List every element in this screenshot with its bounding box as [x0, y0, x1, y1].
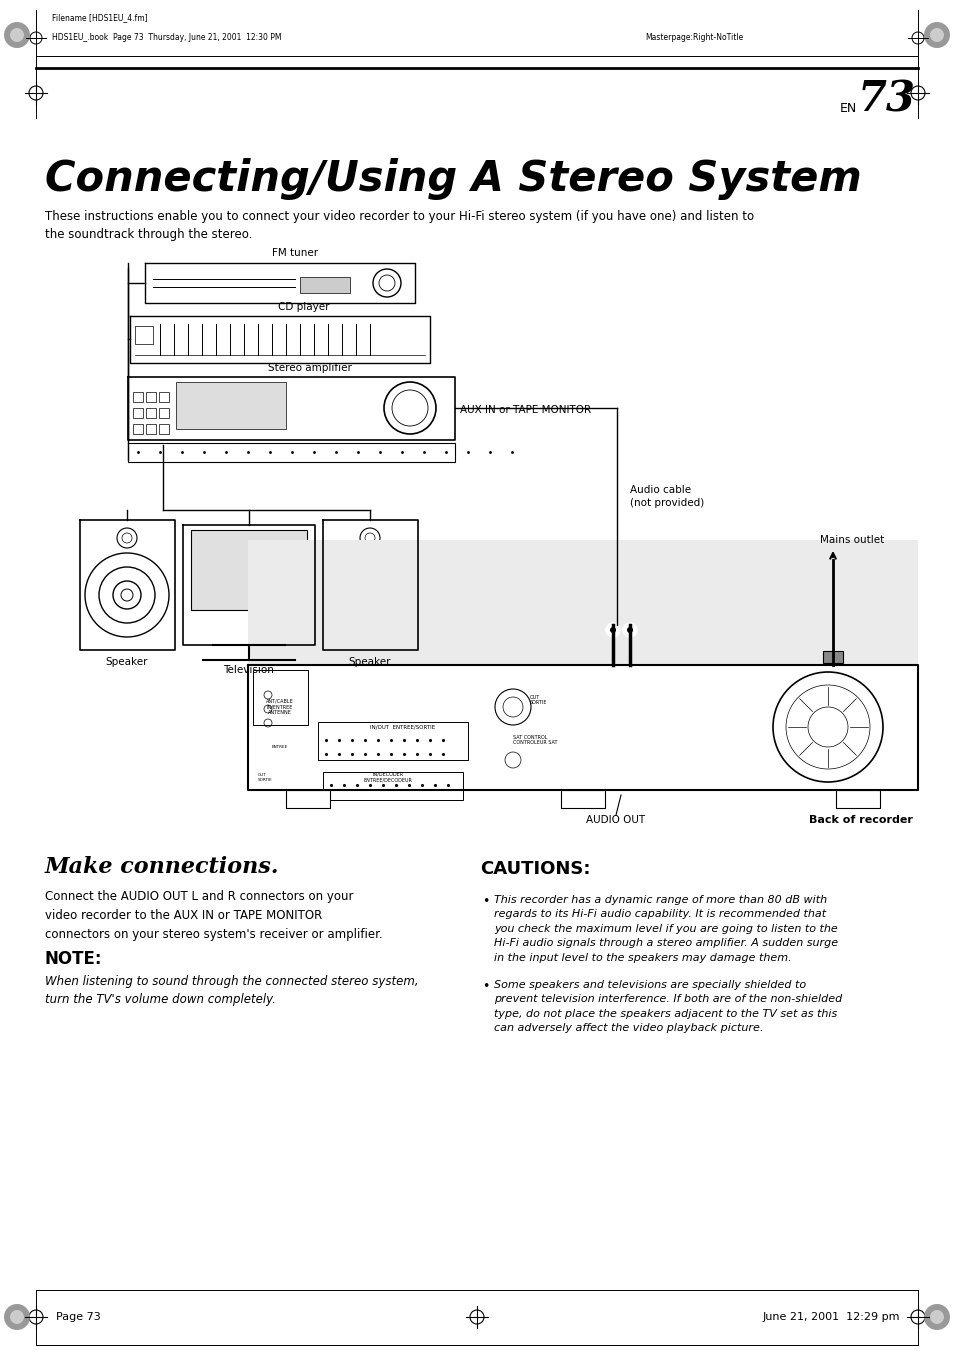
FancyBboxPatch shape: [317, 721, 468, 761]
Text: CAUTIONS:: CAUTIONS:: [479, 861, 590, 878]
Text: AUX IN or TAPE MONITOR: AUX IN or TAPE MONITOR: [459, 405, 591, 415]
Text: NOTE:: NOTE:: [45, 950, 102, 969]
Circle shape: [622, 623, 637, 638]
Text: Some speakers and televisions are specially shielded to
prevent television inter: Some speakers and televisions are specia…: [494, 979, 841, 1034]
Text: HDS1EU_.book  Page 73  Thursday, June 21, 2001  12:30 PM: HDS1EU_.book Page 73 Thursday, June 21, …: [52, 34, 281, 42]
FancyBboxPatch shape: [299, 277, 350, 293]
Text: CD player: CD player: [278, 303, 330, 312]
Circle shape: [4, 1304, 30, 1329]
Text: FM tuner: FM tuner: [272, 249, 317, 258]
FancyBboxPatch shape: [159, 408, 169, 417]
Text: Speaker: Speaker: [106, 657, 148, 667]
Text: ANT/CABLE
IN/ENTREE
ANTENNE: ANT/CABLE IN/ENTREE ANTENNE: [266, 698, 294, 715]
Circle shape: [929, 28, 943, 42]
Text: IN/DECODER
ENTREE/DECODEUR: IN/DECODER ENTREE/DECODEUR: [363, 771, 412, 782]
FancyBboxPatch shape: [146, 392, 156, 403]
Circle shape: [923, 22, 949, 49]
Text: AUDIO OUT: AUDIO OUT: [586, 815, 645, 825]
Text: Speaker: Speaker: [349, 657, 391, 667]
FancyBboxPatch shape: [323, 771, 462, 800]
Circle shape: [10, 1310, 24, 1324]
FancyBboxPatch shape: [175, 382, 286, 430]
Text: •: •: [481, 979, 489, 993]
Text: This recorder has a dynamic range of more than 80 dB with
regards to its Hi-Fi a: This recorder has a dynamic range of mor…: [494, 894, 838, 963]
Text: Audio cable
(not provided): Audio cable (not provided): [629, 485, 703, 508]
FancyBboxPatch shape: [135, 326, 152, 345]
Text: Connecting/Using A Stereo System: Connecting/Using A Stereo System: [45, 158, 861, 200]
FancyBboxPatch shape: [132, 424, 143, 434]
Text: •: •: [481, 894, 489, 908]
FancyBboxPatch shape: [159, 424, 169, 434]
FancyBboxPatch shape: [286, 790, 330, 808]
Text: Page 73: Page 73: [56, 1312, 101, 1323]
Text: Stereo amplifier: Stereo amplifier: [268, 363, 352, 373]
Text: Filename [HDS1EU_4.fm]: Filename [HDS1EU_4.fm]: [52, 14, 148, 23]
Text: Connect the AUDIO OUT L and R connectors on your
video recorder to the AUX IN or: Connect the AUDIO OUT L and R connectors…: [45, 890, 382, 942]
FancyBboxPatch shape: [146, 424, 156, 434]
FancyBboxPatch shape: [146, 408, 156, 417]
FancyBboxPatch shape: [159, 392, 169, 403]
Circle shape: [605, 623, 619, 638]
FancyBboxPatch shape: [822, 651, 842, 663]
Text: OUT
SORTIE: OUT SORTIE: [530, 694, 547, 705]
Text: Masterpage:Right-NoTitle: Masterpage:Right-NoTitle: [644, 34, 742, 42]
Text: EN: EN: [840, 101, 857, 115]
Text: ENTREE: ENTREE: [272, 744, 288, 748]
Text: Television: Television: [223, 665, 274, 676]
Circle shape: [10, 28, 24, 42]
FancyBboxPatch shape: [132, 408, 143, 417]
Circle shape: [609, 627, 616, 634]
Circle shape: [626, 627, 633, 634]
FancyBboxPatch shape: [253, 670, 308, 725]
Text: Back of recorder: Back of recorder: [808, 815, 912, 825]
Text: SAT CONTROL
CONTROLEUR SAT: SAT CONTROL CONTROLEUR SAT: [513, 735, 557, 746]
FancyBboxPatch shape: [132, 392, 143, 403]
Circle shape: [923, 1304, 949, 1329]
Circle shape: [4, 22, 30, 49]
Text: June 21, 2001  12:29 pm: June 21, 2001 12:29 pm: [761, 1312, 899, 1323]
FancyBboxPatch shape: [191, 530, 307, 611]
Text: Make connections.: Make connections.: [45, 857, 279, 878]
FancyBboxPatch shape: [835, 790, 879, 808]
FancyBboxPatch shape: [248, 540, 917, 665]
Text: 73: 73: [857, 78, 915, 122]
Text: When listening to sound through the connected stereo system,
turn the TV's volum: When listening to sound through the conn…: [45, 975, 418, 1006]
Text: These instructions enable you to connect your video recorder to your Hi-Fi stere: These instructions enable you to connect…: [45, 209, 753, 240]
Text: Mains outlet: Mains outlet: [820, 535, 883, 544]
Circle shape: [929, 1310, 943, 1324]
Text: IN/OUT  ENTREE/SORTIE: IN/OUT ENTREE/SORTIE: [370, 724, 436, 730]
Text: OUT
SORTIE: OUT SORTIE: [257, 773, 273, 782]
FancyBboxPatch shape: [560, 790, 604, 808]
